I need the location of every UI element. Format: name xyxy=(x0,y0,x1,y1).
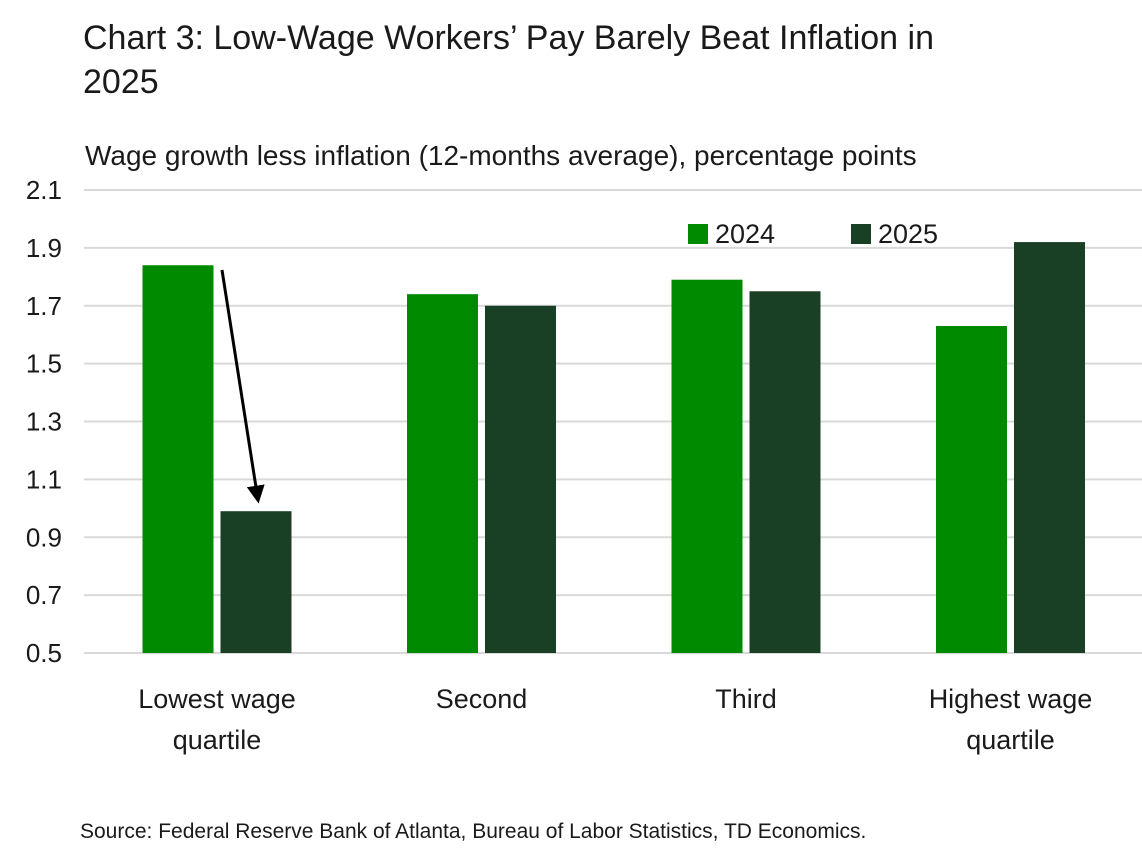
y-tick-label: 1.5 xyxy=(26,349,62,379)
y-tick-label: 1.7 xyxy=(26,291,62,321)
y-tick-label: 1.3 xyxy=(26,407,62,437)
bar-2025-2 xyxy=(749,291,821,653)
annotation-arrow xyxy=(220,269,265,504)
y-tick-label: 0.7 xyxy=(26,580,62,610)
x-category-label: Highest wage xyxy=(929,684,1093,714)
bar-2024-2 xyxy=(671,279,743,653)
bar-2025-0 xyxy=(220,511,292,653)
bar-2024-0 xyxy=(142,265,214,653)
source-note: Source: Federal Reserve Bank of Atlanta,… xyxy=(80,820,867,843)
y-tick-label: 2.1 xyxy=(26,175,62,205)
x-category-label: quartile xyxy=(173,725,262,755)
bar-2025-1 xyxy=(485,305,556,653)
bar-2025-3 xyxy=(1014,242,1085,653)
y-tick-label: 1.1 xyxy=(26,464,62,494)
legend-label: 2025 xyxy=(878,219,938,249)
y-tick-label: 0.9 xyxy=(26,522,62,552)
chart-subtitle: Wage growth less inflation (12-months av… xyxy=(85,140,917,171)
legend-swatch-2025 xyxy=(851,224,871,244)
bar-2024-1 xyxy=(407,294,478,653)
x-category-label: quartile xyxy=(966,725,1055,755)
bar-2024-3 xyxy=(936,326,1007,653)
x-category-label: Lowest wage xyxy=(138,684,296,714)
legend-swatch-2024 xyxy=(688,224,708,244)
x-category-label: Third xyxy=(715,684,777,714)
chart-title: Chart 3: Low-Wage Workers’ Pay Barely Be… xyxy=(83,19,934,101)
x-category-label: Second xyxy=(436,684,528,714)
legend-label: 2024 xyxy=(715,219,775,249)
y-tick-label: 0.5 xyxy=(26,638,62,668)
y-tick-label: 1.9 xyxy=(26,233,62,263)
